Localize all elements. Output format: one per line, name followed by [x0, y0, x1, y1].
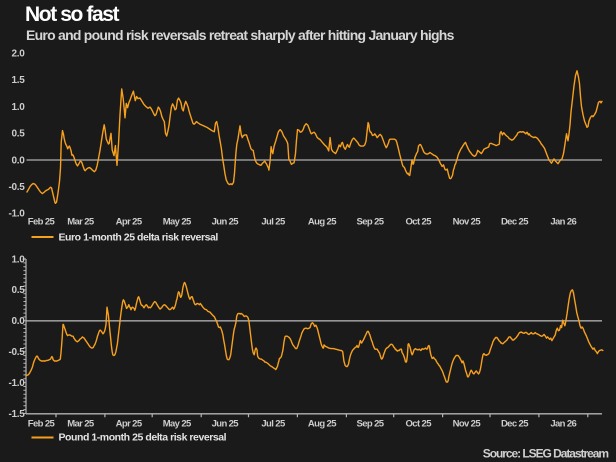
- svg-text:0.0: 0.0: [11, 155, 25, 166]
- svg-text:-1.0: -1.0: [8, 209, 25, 220]
- svg-text:Nov 25: Nov 25: [453, 419, 482, 430]
- svg-text:-1.5: -1.5: [8, 409, 25, 420]
- svg-text:0.5: 0.5: [11, 129, 25, 140]
- svg-text:Sep 25: Sep 25: [357, 419, 385, 430]
- svg-text:1.5: 1.5: [11, 75, 25, 86]
- svg-text:-1.0: -1.0: [8, 378, 25, 389]
- svg-text:2.0: 2.0: [11, 49, 25, 60]
- svg-text:Jun 25: Jun 25: [212, 217, 240, 228]
- svg-text:-0.5: -0.5: [8, 182, 25, 193]
- svg-text:Jan 26: Jan 26: [550, 419, 576, 430]
- svg-text:May 25: May 25: [163, 217, 192, 228]
- svg-text:May 25: May 25: [163, 419, 192, 430]
- svg-text:1.0: 1.0: [11, 102, 25, 113]
- svg-text:Aug 25: Aug 25: [308, 217, 337, 228]
- svg-text:-0.5: -0.5: [8, 347, 25, 358]
- svg-text:Apr 25: Apr 25: [116, 419, 143, 430]
- svg-text:Feb 25: Feb 25: [28, 419, 56, 430]
- svg-text:Nov 25: Nov 25: [453, 217, 482, 228]
- svg-text:1.0: 1.0: [11, 254, 25, 265]
- svg-text:Dec 25: Dec 25: [501, 217, 529, 228]
- svg-text:Pound 1-month 25 delta risk re: Pound 1-month 25 delta risk reversal: [59, 432, 227, 444]
- svg-text:Source: LSEG Datastream: Source: LSEG Datastream: [483, 447, 609, 461]
- svg-text:Jan 26: Jan 26: [550, 217, 576, 228]
- svg-text:0.5: 0.5: [11, 285, 25, 296]
- svg-text:Mar 25: Mar 25: [67, 217, 95, 228]
- svg-text:Sep 25: Sep 25: [357, 217, 385, 228]
- svg-text:Oct 25: Oct 25: [406, 419, 433, 430]
- svg-text:0.0: 0.0: [11, 316, 25, 327]
- svg-text:Feb 25: Feb 25: [28, 217, 56, 228]
- svg-text:Apr 25: Apr 25: [116, 217, 143, 228]
- svg-text:Mar 25: Mar 25: [67, 419, 95, 430]
- svg-text:Aug 25: Aug 25: [308, 419, 337, 430]
- svg-text:Jun 25: Jun 25: [212, 419, 240, 430]
- svg-text:Jul 25: Jul 25: [261, 419, 286, 430]
- svg-text:Oct 25: Oct 25: [406, 217, 433, 228]
- svg-text:Euro 1-month 25 delta risk rev: Euro 1-month 25 delta risk reversal: [59, 232, 219, 244]
- svg-text:Dec 25: Dec 25: [501, 419, 529, 430]
- svg-text:Jul 25: Jul 25: [261, 217, 286, 228]
